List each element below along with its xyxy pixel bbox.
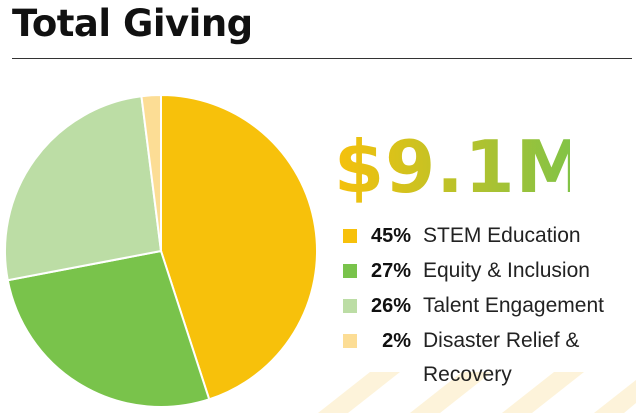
pie-slice-stem-education [160,93,318,401]
legend-label: STEM Education [423,224,581,247]
legend-swatch [343,299,357,313]
legend-item: 26% Talent Engagement [343,291,633,326]
legend-percent: 2% [382,330,411,352]
legend-swatch [343,264,357,278]
title-divider [12,58,632,59]
legend-percent: 45% [370,225,411,247]
legend-item: 2% Disaster Relief & Recovery [343,326,633,396]
legend-label: Equity & Inclusion [423,259,590,282]
legend-label: Disaster Relief & Recovery [423,329,580,386]
legend-label: Talent Engagement [423,294,604,317]
legend-swatch [343,229,357,243]
pie-slice-equity-inclusion [6,249,211,408]
chart-title: Total Giving [12,2,253,45]
total-amount-text: $9.1M [334,125,570,208]
legend-percent: 27% [370,260,411,282]
legend-percent: 26% [370,295,411,317]
total-amount: $9.1M [334,125,570,208]
legend-item: 45% STEM Education [343,221,633,256]
legend-swatch [343,334,357,348]
legend-item: 27% Equity & Inclusion [343,256,633,291]
pie-slice-talent-engagement [4,95,163,282]
legend: 45% STEM Education 27% Equity & Inclusion 26… [343,221,633,396]
pie-slice-disaster-relief-recovery [140,93,162,252]
